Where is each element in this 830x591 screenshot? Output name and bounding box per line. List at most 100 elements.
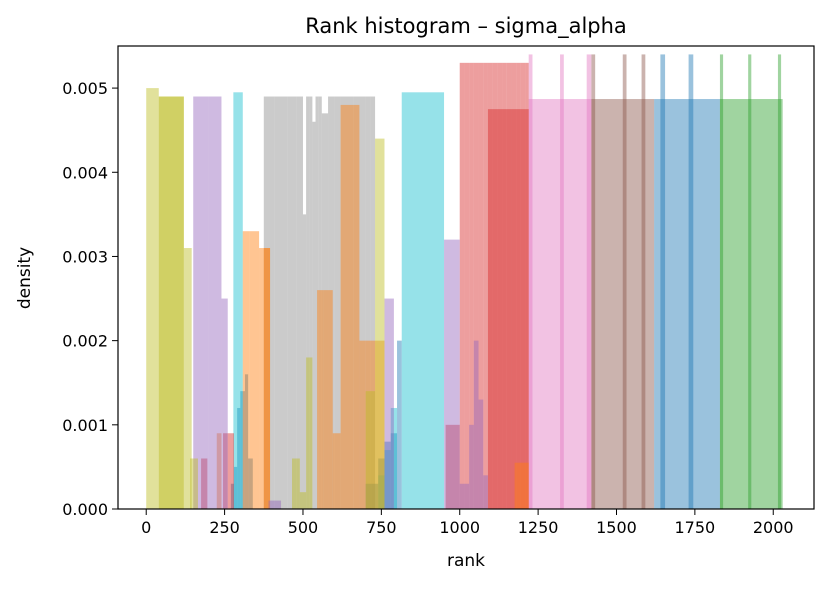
- x-tick-label: 1500: [596, 518, 637, 537]
- histogram-bar: [560, 54, 564, 510]
- x-tick-label: 500: [288, 518, 319, 537]
- histogram-bar: [516, 62, 521, 510]
- histogram-bar: [365, 391, 376, 509]
- histogram-bar: [390, 407, 398, 509]
- histogram-bar: [445, 424, 460, 509]
- histogram-bar: [525, 62, 529, 510]
- x-tick-label: 2000: [753, 518, 794, 537]
- histogram-bar: [365, 96, 371, 509]
- histogram-bar: [591, 54, 596, 510]
- histogram-bar: [777, 54, 782, 510]
- histogram-bar: [384, 441, 391, 509]
- histogram-bar: [473, 62, 479, 510]
- histogram-bar: [378, 475, 385, 509]
- histogram-bar: [287, 96, 297, 509]
- histogram-bar: [208, 96, 222, 509]
- histogram-bar: [384, 450, 391, 509]
- histogram-bar: [193, 96, 209, 509]
- histogram-bar: [227, 433, 234, 509]
- histogram-bar: [487, 109, 529, 509]
- histogram-bar: [249, 231, 260, 509]
- y-axis-ticks: 0.000 0.001 0.002 0.003 0.004 0.005: [62, 79, 118, 519]
- histogram-bar: [223, 433, 228, 509]
- histogram-bars: [146, 54, 783, 510]
- histogram-bar: [511, 62, 517, 510]
- histogram-bar: [487, 62, 493, 510]
- histogram-bar: [371, 483, 379, 509]
- histogram-bar: [586, 54, 592, 510]
- y-tick-label: 0.004: [62, 163, 108, 182]
- x-axis-label: rank: [447, 551, 485, 571]
- x-tick-label: 1000: [439, 518, 480, 537]
- y-tick-label: 0.000: [62, 500, 108, 519]
- x-tick-label: 1250: [518, 518, 559, 537]
- histogram-bar: [263, 96, 275, 509]
- histogram-bar: [375, 340, 385, 509]
- histogram-bar: [378, 458, 385, 509]
- histogram-bar: [459, 483, 470, 509]
- histogram-bar: [719, 99, 783, 509]
- chart-title: Rank histogram – sigma_alpha: [305, 14, 627, 39]
- histogram-bar: [268, 500, 282, 509]
- histogram-bar: [719, 54, 724, 510]
- histogram-bar: [183, 248, 192, 510]
- histogram-bar: [506, 62, 512, 510]
- histogram-bar: [401, 92, 445, 510]
- x-axis-ticks: 0 250 500 750 1000 1250 1500 1750 2000: [141, 509, 794, 537]
- histogram-bar: [244, 374, 249, 509]
- histogram-bar: [248, 458, 253, 509]
- x-tick-label: 750: [366, 518, 397, 537]
- histogram-bar: [296, 96, 303, 509]
- histogram-bar: [312, 121, 316, 509]
- x-tick-label: 0: [141, 518, 151, 537]
- histogram-bar: [146, 88, 159, 509]
- histogram-bar: [318, 96, 322, 509]
- histogram-bar: [483, 475, 488, 509]
- histogram-bar: [306, 96, 310, 509]
- histogram-bar: [158, 96, 184, 509]
- histogram-bar: [390, 433, 398, 509]
- histogram-bar: [660, 54, 666, 510]
- y-tick-label: 0.002: [62, 332, 108, 351]
- histogram-bar: [216, 433, 222, 509]
- y-tick-label: 0.003: [62, 247, 108, 266]
- histogram-bar: [370, 96, 376, 509]
- histogram-bar: [397, 340, 402, 509]
- histogram-bar: [622, 54, 627, 510]
- histogram-bar: [259, 248, 264, 510]
- histogram-bar: [315, 96, 319, 509]
- histogram-bar: [748, 54, 752, 510]
- histogram-bar: [459, 62, 465, 510]
- histogram-bar: [221, 298, 228, 509]
- histogram-bar: [483, 62, 488, 510]
- histogram-bar: [334, 96, 341, 509]
- histogram-bar: [520, 62, 526, 510]
- histogram-bar: [469, 62, 474, 510]
- histogram-bar: [201, 458, 208, 509]
- histogram-bar: [641, 54, 646, 510]
- histogram-bar: [375, 138, 385, 509]
- histogram-bar: [340, 104, 354, 510]
- histogram-bar: [158, 96, 184, 509]
- histogram-bar: [384, 298, 394, 509]
- histogram-bar: [323, 290, 333, 509]
- histogram-bar: [306, 357, 313, 509]
- plot-frame: [117, 45, 815, 510]
- histogram-bar: [240, 391, 245, 509]
- y-tick-label: 0.005: [62, 79, 108, 98]
- histogram-bar: [328, 96, 335, 509]
- x-tick-label: 250: [209, 518, 240, 537]
- x-tick-label: 1750: [675, 518, 716, 537]
- histogram-bar: [464, 62, 470, 510]
- y-tick-label: 0.001: [62, 416, 108, 435]
- histogram-bar: [233, 92, 243, 510]
- histogram-bar: [353, 104, 360, 510]
- histogram-bar: [340, 96, 354, 509]
- histogram-bar: [234, 466, 238, 509]
- histogram-bar: [365, 483, 372, 509]
- histogram-bar: [359, 340, 366, 509]
- histogram-bar: [365, 340, 376, 509]
- histogram-bar: [237, 407, 241, 509]
